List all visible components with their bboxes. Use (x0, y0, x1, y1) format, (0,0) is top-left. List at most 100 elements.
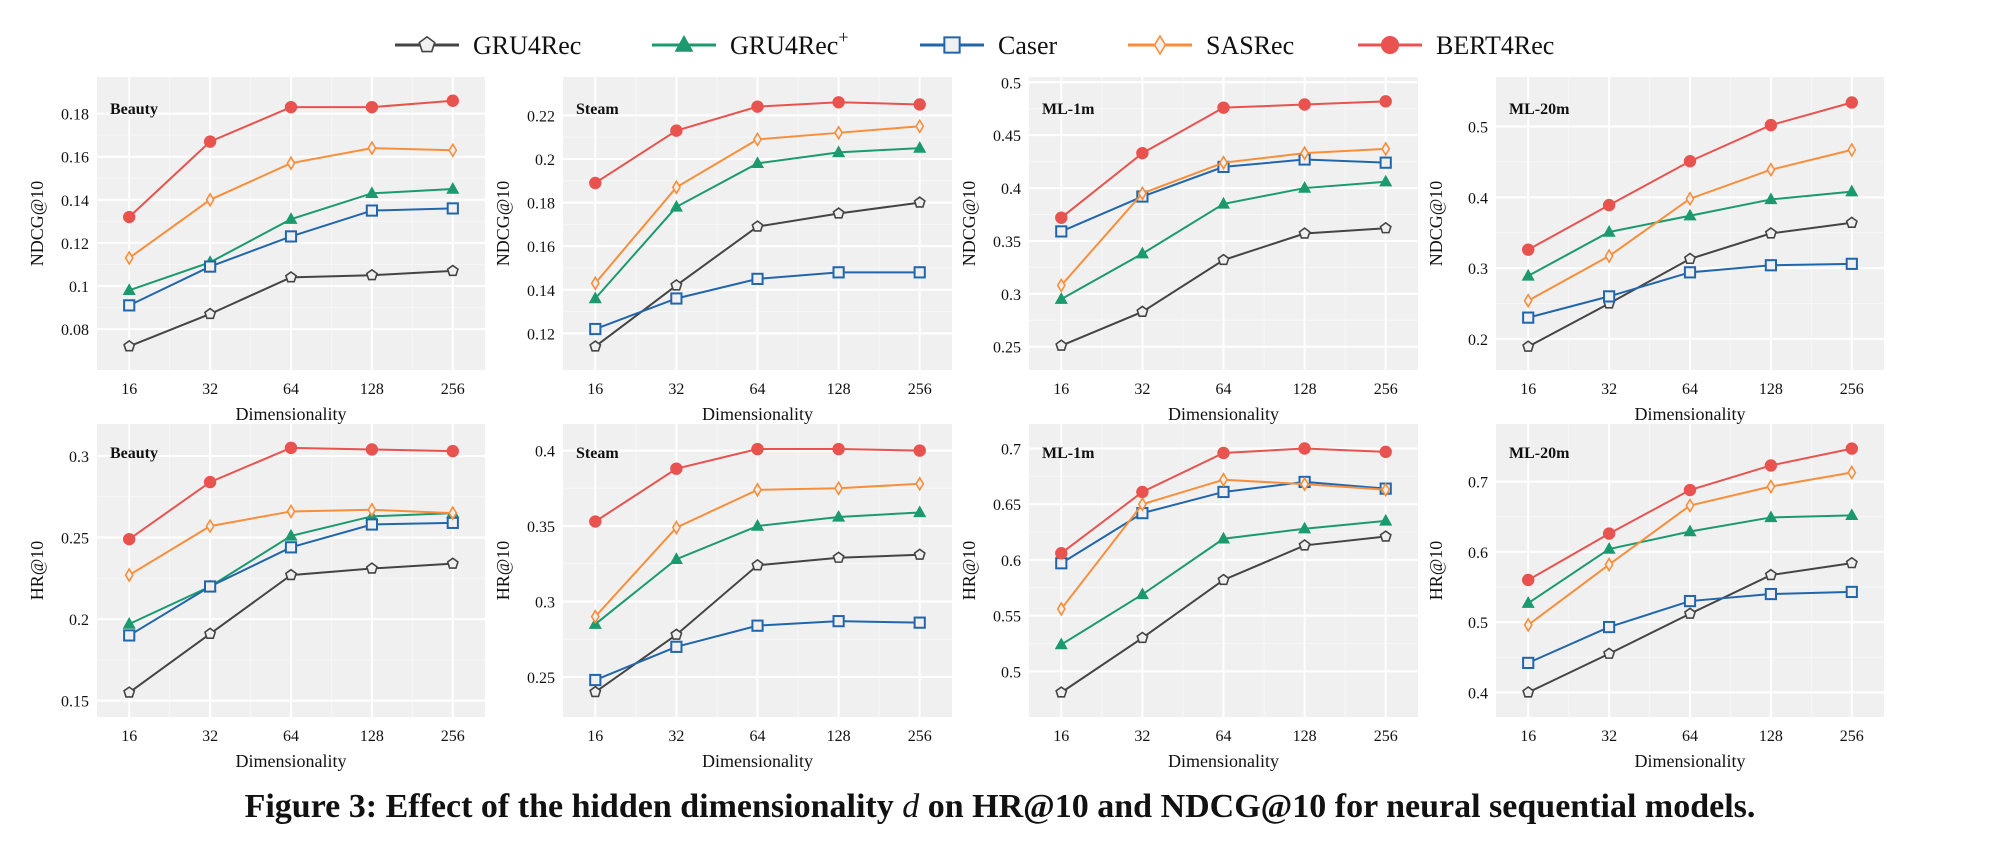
data-point (286, 155, 296, 171)
data-point (365, 268, 378, 281)
data-point (124, 250, 134, 266)
y-tick-label: 0.12 (61, 236, 89, 253)
x-axis-label: Dimensionality (702, 751, 813, 771)
data-point (1845, 508, 1859, 521)
data-point (1298, 539, 1311, 551)
figure: GRU4Rec GRU4Rec+ Caser SASRec BERT4Rec 16 32 6… (27, 27, 1884, 771)
data-point (1136, 305, 1149, 317)
series-gru4rec (589, 196, 926, 352)
x-tick-label: 16 (1053, 728, 1069, 745)
data-point (123, 532, 136, 546)
x-axis-label: Dimensionality (1635, 751, 1746, 771)
data-point (284, 230, 298, 243)
data-point (284, 270, 298, 283)
x-axis-label: Dimensionality (1168, 404, 1279, 424)
data-point (1523, 617, 1533, 633)
subplot-steam-hr10: 16 32 64 128 256 0.25 0.3 0.35 0.4 Dimensionality… (493, 424, 952, 771)
caption-variable: d (902, 788, 920, 825)
data-point (1054, 637, 1068, 650)
data-point (1381, 141, 1391, 157)
data-point (1604, 556, 1614, 573)
x-tick-label: 32 (1134, 381, 1150, 398)
data-point (1522, 243, 1535, 256)
data-point (1603, 620, 1616, 634)
data-point (1136, 631, 1149, 644)
data-point (124, 567, 134, 583)
y-tick-label: 0.2 (69, 612, 89, 629)
data-point (832, 509, 846, 522)
x-tick-label: 256 (1840, 381, 1864, 398)
data-point (204, 307, 217, 320)
data-point (1381, 482, 1391, 498)
series-gru4rec-plus (588, 505, 927, 629)
data-point (1055, 339, 1068, 351)
y-tick-label: 0.12 (527, 326, 555, 343)
data-point (448, 505, 458, 521)
data-point (669, 552, 683, 564)
y-tick-label: 0.3 (1468, 261, 1488, 278)
x-tick-label: 32 (668, 728, 684, 745)
series-caser (589, 615, 926, 687)
data-point (1298, 227, 1311, 239)
x-tick-label: 32 (1601, 381, 1617, 398)
x-tick-label: 256 (908, 728, 932, 745)
data-point (1379, 156, 1392, 169)
data-point (751, 558, 764, 571)
x-tick-label: 16 (1053, 381, 1069, 398)
data-point (284, 212, 298, 224)
y-tick-label: 0.4 (535, 444, 555, 461)
series-bert4rec (589, 96, 926, 190)
series-caser (1522, 257, 1858, 324)
series-sasrec (1523, 464, 1857, 633)
data-point (915, 476, 925, 492)
subplot-ml-1m-ndcg10: 16 32 64 128 256 0.25 0.3 0.35 0.4 0.45 0.5 Dimensi… (959, 75, 1418, 424)
legend-marker-diamond-open-icon (1153, 34, 1167, 56)
y-tick-label: 0.2 (535, 152, 555, 169)
data-point (834, 125, 844, 141)
data-point (589, 685, 602, 698)
x-tick-label: 128 (360, 728, 384, 745)
x-tick-label: 16 (1520, 728, 1536, 745)
x-axis-label: Dimensionality (236, 404, 347, 424)
data-point (1683, 483, 1697, 497)
data-point (1845, 257, 1858, 270)
series-gru4rec (123, 557, 459, 698)
data-point (1055, 557, 1068, 570)
legend-label: Caser (998, 31, 1058, 60)
x-axis-label: Dimensionality (702, 404, 813, 424)
series-gru4rec-plus (1521, 184, 1859, 281)
data-point (1300, 476, 1310, 492)
series-bert4rec (1055, 95, 1392, 224)
subplot-ml-1m-hr10: 16 32 64 128 256 0.5 0.55 0.6 0.65 0.7 Dimensional… (959, 424, 1418, 771)
x-tick-label: 128 (1293, 728, 1317, 745)
data-point (204, 260, 217, 273)
data-point (367, 140, 377, 156)
caption-suffix: on HR@10 and NDCG@10 for neural sequenti… (919, 788, 1756, 825)
data-point (671, 519, 681, 536)
data-point (123, 210, 136, 224)
series-bert4rec (589, 442, 926, 528)
data-point (446, 182, 460, 194)
series-gru4rec-plus (1054, 513, 1393, 650)
y-axis-label: HR@10 (1426, 541, 1446, 601)
data-point (1218, 155, 1229, 171)
data-point (915, 118, 925, 134)
data-point (1217, 573, 1230, 586)
data-point (1217, 253, 1230, 266)
y-tick-label: 0.4 (1468, 685, 1488, 702)
data-point (1683, 252, 1697, 265)
data-point (832, 615, 845, 628)
data-point (284, 541, 298, 554)
data-point (590, 609, 600, 625)
x-tick-label: 256 (1374, 728, 1398, 745)
panel-title: Steam (576, 101, 619, 118)
x-tick-label: 64 (750, 381, 766, 398)
y-tick-label: 0.2 (1468, 332, 1488, 349)
data-point (1217, 101, 1230, 114)
data-point (1847, 142, 1857, 158)
caption-prefix: Figure 3: Effect of the hidden dimension… (244, 788, 903, 825)
data-point (1523, 293, 1533, 309)
y-tick-label: 0.5 (1001, 75, 1021, 92)
x-tick-label: 64 (1682, 728, 1698, 745)
x-tick-label: 32 (1601, 728, 1617, 745)
